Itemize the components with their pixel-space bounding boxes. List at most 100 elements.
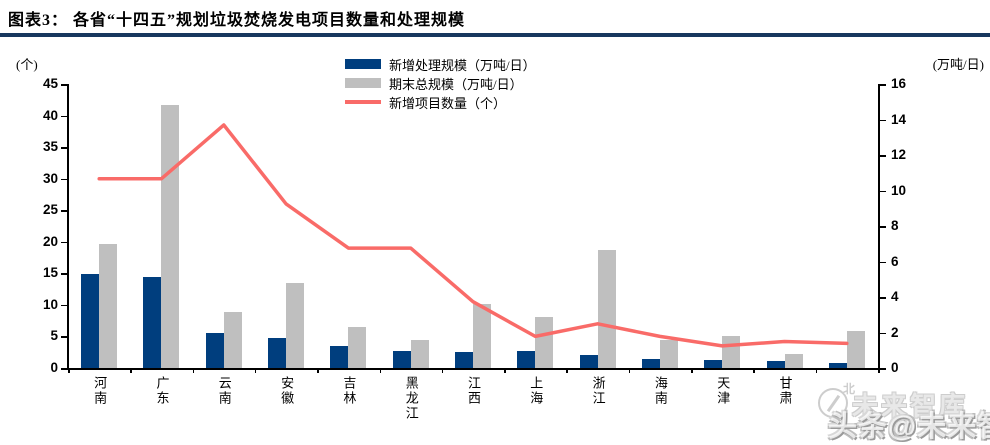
left-axis-tick xyxy=(61,84,67,86)
right-axis-unit: (万吨/日) xyxy=(932,57,984,72)
left-axis-tick-label: 40 xyxy=(42,107,58,123)
bar-new-capacity xyxy=(81,273,100,368)
x-category-label: 河南 xyxy=(92,376,108,406)
legend-item-new-projects: 新增项目数量（个） xyxy=(345,93,536,111)
bar-new-capacity xyxy=(392,351,411,368)
right-axis-tick xyxy=(880,84,886,86)
x-axis-tick xyxy=(192,368,195,373)
right-axis-tick-label: 8 xyxy=(891,218,899,233)
bar-total-capacity xyxy=(722,336,741,368)
left-axis-tick xyxy=(61,336,67,338)
x-axis-tick xyxy=(68,368,70,373)
right-axis-tick xyxy=(880,332,886,334)
left-axis-tick-label: 0 xyxy=(50,360,58,375)
x-axis-tick xyxy=(441,368,444,373)
chart-title: 图表3： 各省“十四五”规划垃圾焚烧发电项目数量和处理规模 xyxy=(8,12,466,29)
left-axis-tick-label: 30 xyxy=(42,170,58,186)
left-axis-tick-label: 20 xyxy=(42,233,58,249)
x-category-label: 甘肃 xyxy=(777,376,793,406)
right-axis-tick xyxy=(880,119,886,121)
compass-north-label: 北 xyxy=(843,382,856,396)
watermark-byline: 头条@未来智库 xyxy=(828,411,990,443)
x-axis-tick xyxy=(691,368,693,373)
bar-total-capacity xyxy=(286,282,305,368)
compass-icon xyxy=(818,388,848,418)
right-axis-tick xyxy=(880,368,886,370)
x-category-label: 江西 xyxy=(466,376,481,406)
left-axis-tick-label: 25 xyxy=(42,202,58,218)
right-axis-tick-label: 10 xyxy=(891,182,907,198)
right-axis-tick-label: 6 xyxy=(891,253,899,269)
left-axis-tick-label: 10 xyxy=(42,296,58,312)
x-category-label: 黑龙江 xyxy=(403,376,419,421)
left-axis-tick-label: 45 xyxy=(42,76,58,91)
left-axis-unit: (个) xyxy=(16,57,38,72)
new-capacity-swatch xyxy=(345,59,381,69)
x-axis-tick xyxy=(504,368,506,373)
right-axis-tick xyxy=(880,297,886,299)
x-axis-tick xyxy=(317,368,319,373)
bar-new-capacity xyxy=(330,345,349,368)
legend-label: 新增处理规模（万吨/日） xyxy=(389,57,536,73)
bar-total-capacity xyxy=(99,243,118,368)
right-axis-tick-label: 16 xyxy=(891,76,907,91)
left-axis-tick xyxy=(61,147,67,149)
left-axis-tick-label: 5 xyxy=(50,328,58,344)
bar-new-capacity xyxy=(205,332,224,368)
watermark-brand: 未来智库 xyxy=(852,391,969,421)
x-axis-tick xyxy=(254,368,257,373)
bar-total-capacity xyxy=(348,327,367,368)
title-underline-rule xyxy=(0,33,990,37)
bar-new-capacity xyxy=(704,360,723,368)
bar-total-capacity xyxy=(161,105,180,368)
left-axis-tick xyxy=(61,368,67,370)
bar-total-capacity xyxy=(846,330,865,368)
total-capacity-swatch xyxy=(345,78,381,88)
right-axis-line xyxy=(878,84,880,368)
left-axis-tick xyxy=(61,241,67,244)
left-axis-tick xyxy=(61,304,67,307)
left-axis-line xyxy=(67,84,69,368)
bar-total-capacity xyxy=(410,339,429,368)
x-category-label: 吉林 xyxy=(341,376,357,406)
left-axis-tick xyxy=(61,210,67,212)
bar-new-capacity xyxy=(143,277,162,368)
right-axis-tick-label: 12 xyxy=(891,147,907,162)
right-axis-tick xyxy=(880,226,886,228)
x-axis-tick xyxy=(379,368,382,373)
right-axis-tick-label: 0 xyxy=(891,360,899,375)
left-axis-tick xyxy=(61,115,67,118)
bar-total-capacity xyxy=(535,317,554,368)
x-category-label: 广东 xyxy=(154,376,170,406)
x-category-label: 上海 xyxy=(528,376,544,406)
bar-new-capacity xyxy=(828,362,847,368)
bar-total-capacity xyxy=(659,339,678,368)
x-category-label: 海南 xyxy=(652,376,668,406)
x-axis-tick xyxy=(878,368,880,373)
right-axis-tick-label: 4 xyxy=(891,289,899,304)
x-axis-tick xyxy=(815,368,818,373)
legend-label: 新增项目数量（个） xyxy=(389,95,507,111)
bar-total-capacity xyxy=(473,304,491,368)
legend: 新增处理规模（万吨/日） 期末总规模（万吨/日） 新增项目数量（个） xyxy=(345,55,536,112)
left-axis-tick xyxy=(61,273,67,275)
bar-total-capacity xyxy=(597,249,616,368)
x-axis-line xyxy=(67,368,879,370)
x-axis-tick xyxy=(566,368,568,373)
left-axis-tick-label: 35 xyxy=(42,139,58,155)
x-axis-tick xyxy=(130,368,132,373)
x-axis-tick xyxy=(753,368,755,373)
right-axis-tick xyxy=(880,261,886,263)
bar-new-capacity xyxy=(579,354,598,368)
x-category-label: 天津 xyxy=(715,376,731,406)
bar-total-capacity xyxy=(784,353,803,368)
x-category-label: 云南 xyxy=(216,376,232,406)
right-axis-tick-label: 2 xyxy=(891,324,899,340)
right-axis-tick-label: 14 xyxy=(891,111,907,127)
bar-new-capacity xyxy=(766,360,785,368)
left-axis-tick-label: 15 xyxy=(42,265,58,281)
legend-item-new-capacity: 新增处理规模（万吨/日） xyxy=(345,55,536,73)
left-axis-tick xyxy=(61,178,67,181)
bar-new-capacity xyxy=(455,352,473,368)
right-axis-tick xyxy=(880,190,886,192)
